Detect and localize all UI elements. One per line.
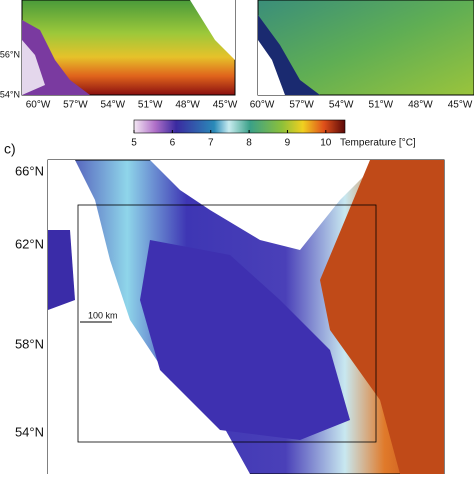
land bbox=[22, 40, 45, 95]
map-region bbox=[320, 160, 444, 474]
y-tick-label: 54°N bbox=[0, 89, 20, 99]
x-tick-label: 60°W bbox=[250, 100, 275, 111]
x-tick-label: 60°W bbox=[26, 100, 51, 111]
colorbar-tick-label: 10 bbox=[320, 138, 332, 149]
colorbar-tick-label: 5 bbox=[131, 138, 137, 149]
y-tick-label: 56°N bbox=[0, 49, 20, 59]
y-tick-label: 62°N bbox=[15, 236, 44, 251]
y-tick-label: 58°N bbox=[15, 336, 44, 351]
inner-domain bbox=[77, 204, 377, 443]
x-tick-label: 51°W bbox=[138, 100, 163, 111]
panel-label: c) bbox=[4, 141, 16, 157]
colorbar-tick-label: 8 bbox=[246, 138, 252, 149]
x-tick-label: 57°W bbox=[63, 100, 88, 111]
land bbox=[190, 0, 235, 60]
x-tick-label: 54°W bbox=[329, 100, 354, 111]
x-tick-label: 45°W bbox=[448, 100, 473, 111]
colorbar-tick-label: 9 bbox=[285, 138, 291, 149]
scale-label: 100 km bbox=[88, 310, 118, 320]
colorbar-label: Temperature [°C] bbox=[340, 138, 416, 149]
x-tick-label: 51°W bbox=[369, 100, 394, 111]
y-tick-label: 66°N bbox=[15, 163, 44, 178]
colorbar-tick-label: 7 bbox=[208, 138, 214, 149]
y-tick-label: 54°N bbox=[15, 424, 44, 439]
land bbox=[258, 40, 285, 95]
x-tick-label: 45°W bbox=[213, 100, 238, 111]
map-region bbox=[140, 240, 350, 440]
land bbox=[48, 160, 250, 474]
x-tick-label: 48°W bbox=[175, 100, 200, 111]
colorbar bbox=[133, 119, 346, 134]
x-tick-label: 57°W bbox=[289, 100, 314, 111]
colorbar-tick-label: 6 bbox=[170, 138, 176, 149]
x-tick-label: 54°W bbox=[101, 100, 126, 111]
map-region bbox=[48, 230, 75, 310]
x-tick-label: 48°W bbox=[408, 100, 433, 111]
